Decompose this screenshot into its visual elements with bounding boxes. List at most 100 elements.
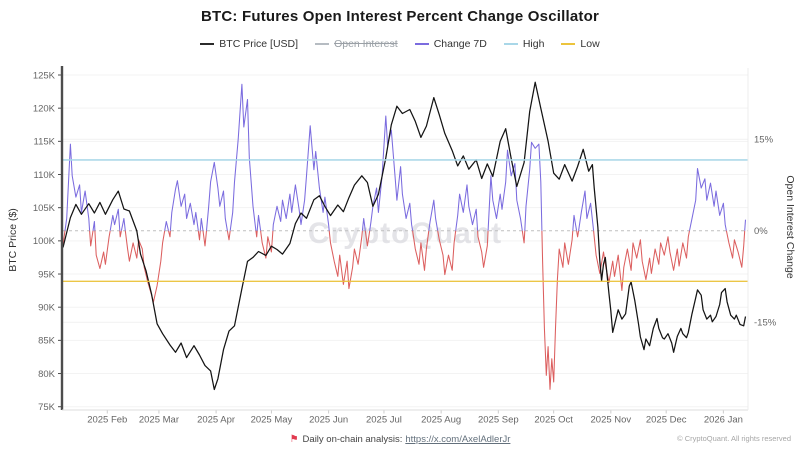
right-tick-label: -15% <box>754 318 777 329</box>
legend-label: Change 7D <box>433 38 487 50</box>
series-group <box>62 81 747 391</box>
axes-group <box>58 66 749 414</box>
legend-label: BTC Price [USD] <box>219 38 299 50</box>
x-tick-label: 2025 Aug <box>421 415 461 426</box>
change-7d-line-negative <box>328 230 363 290</box>
change-7d-line-positive <box>109 208 121 231</box>
change-7d-line-negative <box>62 230 66 245</box>
left-axis-title: BTC Price ($) <box>7 208 19 272</box>
right-tick-label: 15% <box>754 135 774 146</box>
change-7d-line-negative <box>202 230 208 247</box>
right-axis-title: Open Interest Change <box>784 175 796 278</box>
analyst-link[interactable]: https://x.com/AxelAdlerJr <box>405 434 511 445</box>
left-tick-label: 110K <box>34 170 56 181</box>
x-tick-label: 2025 Sep <box>478 415 519 426</box>
change-7d-line-positive <box>256 214 262 231</box>
change-7d-line-negative <box>255 230 258 238</box>
left-tick-label: 90K <box>38 302 56 313</box>
change-7d-line-positive <box>164 220 170 231</box>
cryptoquant-watermark: CryptoQuant <box>308 217 502 250</box>
x-tick-label: 2025 Oct <box>534 415 573 426</box>
change-7d-line-negative <box>541 230 574 390</box>
legend-label: Low <box>580 38 600 50</box>
legend-item-high[interactable]: High <box>503 38 545 50</box>
left-tick-label: 125K <box>33 70 56 81</box>
x-tick-label: 2025 Nov <box>591 415 632 426</box>
legend-label: High <box>522 38 545 50</box>
left-tick-label: 105K <box>33 203 56 214</box>
change-7d-line-positive <box>428 199 439 231</box>
legend-swatch-low <box>561 43 576 45</box>
x-tick-label: 2026 Jan <box>704 415 743 426</box>
legend-item-open-interest[interactable]: Open Interest <box>315 38 398 50</box>
page-title: BTC: Futures Open Interest Percent Chang… <box>201 8 599 25</box>
left-tick-label: 100K <box>33 236 56 247</box>
left-tick-label: 85K <box>38 336 56 347</box>
change-7d-line-negative <box>124 230 166 303</box>
change-7d-line-negative <box>576 230 580 238</box>
legend-swatch-btc-price <box>200 43 215 45</box>
x-tick-label: 2025 Mar <box>139 415 179 426</box>
left-tick-label: 75K <box>38 402 56 413</box>
change-7d-line-positive <box>169 180 199 231</box>
copyright-notice: © CryptoQuant. All rights reserved <box>677 434 791 443</box>
change-7d-line-positive <box>744 219 747 231</box>
footer-text: Daily on-chain analysis: <box>302 434 403 445</box>
legend-label: Open Interest <box>334 38 398 50</box>
change-7d-line-positive <box>572 214 578 231</box>
legend-item-btc-price[interactable]: BTC Price [USD] <box>200 38 298 50</box>
change-7d-line-positive <box>369 115 414 231</box>
change-7d-line-positive <box>199 217 204 231</box>
change-7d-line-positive <box>92 220 96 231</box>
tick-labels-group: 125K 120K 115K 110K 105K 100K 95K 90K 85K 80K 75K 1… <box>33 70 777 425</box>
change-7d-line-positive <box>487 149 523 231</box>
left-tick-label: 120K <box>33 103 56 114</box>
x-tick-label: 2025 Jun <box>309 415 348 426</box>
change-7d-line-positive <box>205 161 228 231</box>
change-7d-line-positive <box>229 83 257 231</box>
gridlines <box>63 74 748 408</box>
change-7d-line-negative <box>260 230 274 259</box>
change-7d-line-negative <box>437 230 457 276</box>
legend-swatch-change-7d <box>414 43 429 45</box>
change-7d-line-negative <box>119 230 122 238</box>
change-7d-line-negative <box>167 230 171 238</box>
change-7d-line-negative <box>521 230 526 244</box>
change-7d-line-positive <box>361 217 366 231</box>
footer: ⚑ Daily on-chain analysis: https://x.com/A… <box>0 434 800 445</box>
legend-item-change-7d[interactable]: Change 7D <box>414 38 487 50</box>
x-tick-label: 2025 Dec <box>646 415 687 426</box>
legend-item-low[interactable]: Low <box>561 38 600 50</box>
x-tick-label: 2025 May <box>251 415 293 426</box>
left-tick-label: 115K <box>34 137 56 148</box>
change-7d-line-positive <box>524 141 543 231</box>
change-7d-line-positive <box>688 167 727 231</box>
left-tick-label: 95K <box>38 269 56 280</box>
change-7d-line-positive <box>64 143 91 231</box>
btc-price-line <box>62 81 747 391</box>
legend-swatch-open-interest <box>315 43 330 45</box>
change-7d-line-negative <box>364 230 371 247</box>
legend-swatch-high <box>503 43 518 45</box>
legend: BTC Price [USD] Open Interest Change 7D … <box>0 38 800 50</box>
left-tick-label: 80K <box>38 369 56 380</box>
change-7d-line-positive <box>578 190 595 231</box>
change-7d-line-negative <box>94 230 111 270</box>
change-7d-line-positive <box>455 184 479 231</box>
change-7d-line-positive <box>272 125 330 231</box>
x-tick-label: 2025 Feb <box>87 415 127 426</box>
change-7d-line-negative <box>412 230 430 271</box>
threshold-lines-group <box>63 159 748 282</box>
change-7d-line-negative <box>197 230 201 241</box>
change-7d-line-negative <box>477 230 489 268</box>
change-7d-line-positive <box>120 217 126 231</box>
change-7d-line-negative <box>226 230 231 241</box>
right-tick-label: 0% <box>754 226 768 237</box>
change-7d-line-negative <box>89 230 94 247</box>
change-7d-line-negative <box>725 230 746 268</box>
x-tick-label: 2025 Jul <box>366 415 402 426</box>
x-tick-label: 2025 Apr <box>197 415 235 426</box>
flag-icon: ⚑ <box>289 434 299 445</box>
